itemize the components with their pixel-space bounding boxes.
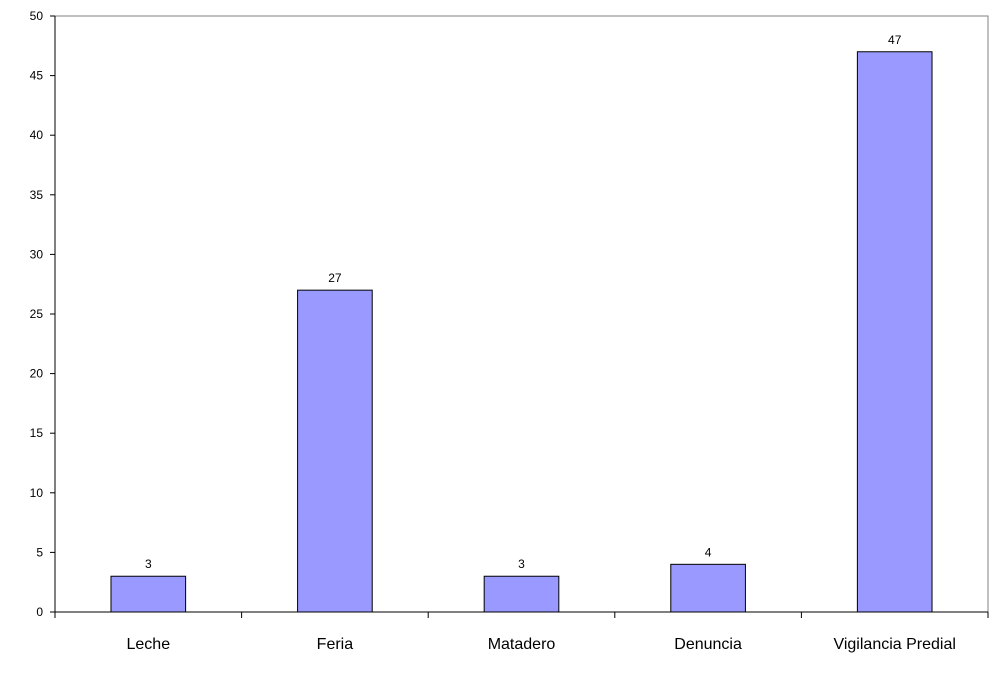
x-category-label: Vigilancia Predial [833,636,955,653]
y-tick-label: 5 [36,545,43,559]
y-tick-label: 15 [30,426,44,440]
y-tick-label: 45 [30,69,44,83]
data-label: 47 [888,33,902,47]
y-tick-label: 40 [30,128,44,142]
data-label: 3 [145,557,152,571]
y-tick-label: 20 [30,367,44,381]
data-label: 27 [328,271,342,285]
x-category-label: Denuncia [674,636,742,653]
plot-frame [54,15,989,613]
bar [670,563,746,613]
bar [483,575,560,613]
y-tick-label: 35 [30,188,44,202]
bar [110,575,187,613]
y-tick-label: 10 [30,486,44,500]
x-category-label: Leche [127,636,171,653]
x-category-label: Feria [317,636,354,653]
y-tick-label: 50 [30,9,44,23]
data-label: 4 [705,545,712,559]
y-tick-label: 30 [30,247,44,261]
y-tick-label: 25 [30,307,44,321]
data-label: 3 [518,557,525,571]
y-tick-label: 0 [36,605,43,619]
bar [297,289,373,613]
bar [856,51,933,613]
x-category-label: Matadero [488,636,556,653]
